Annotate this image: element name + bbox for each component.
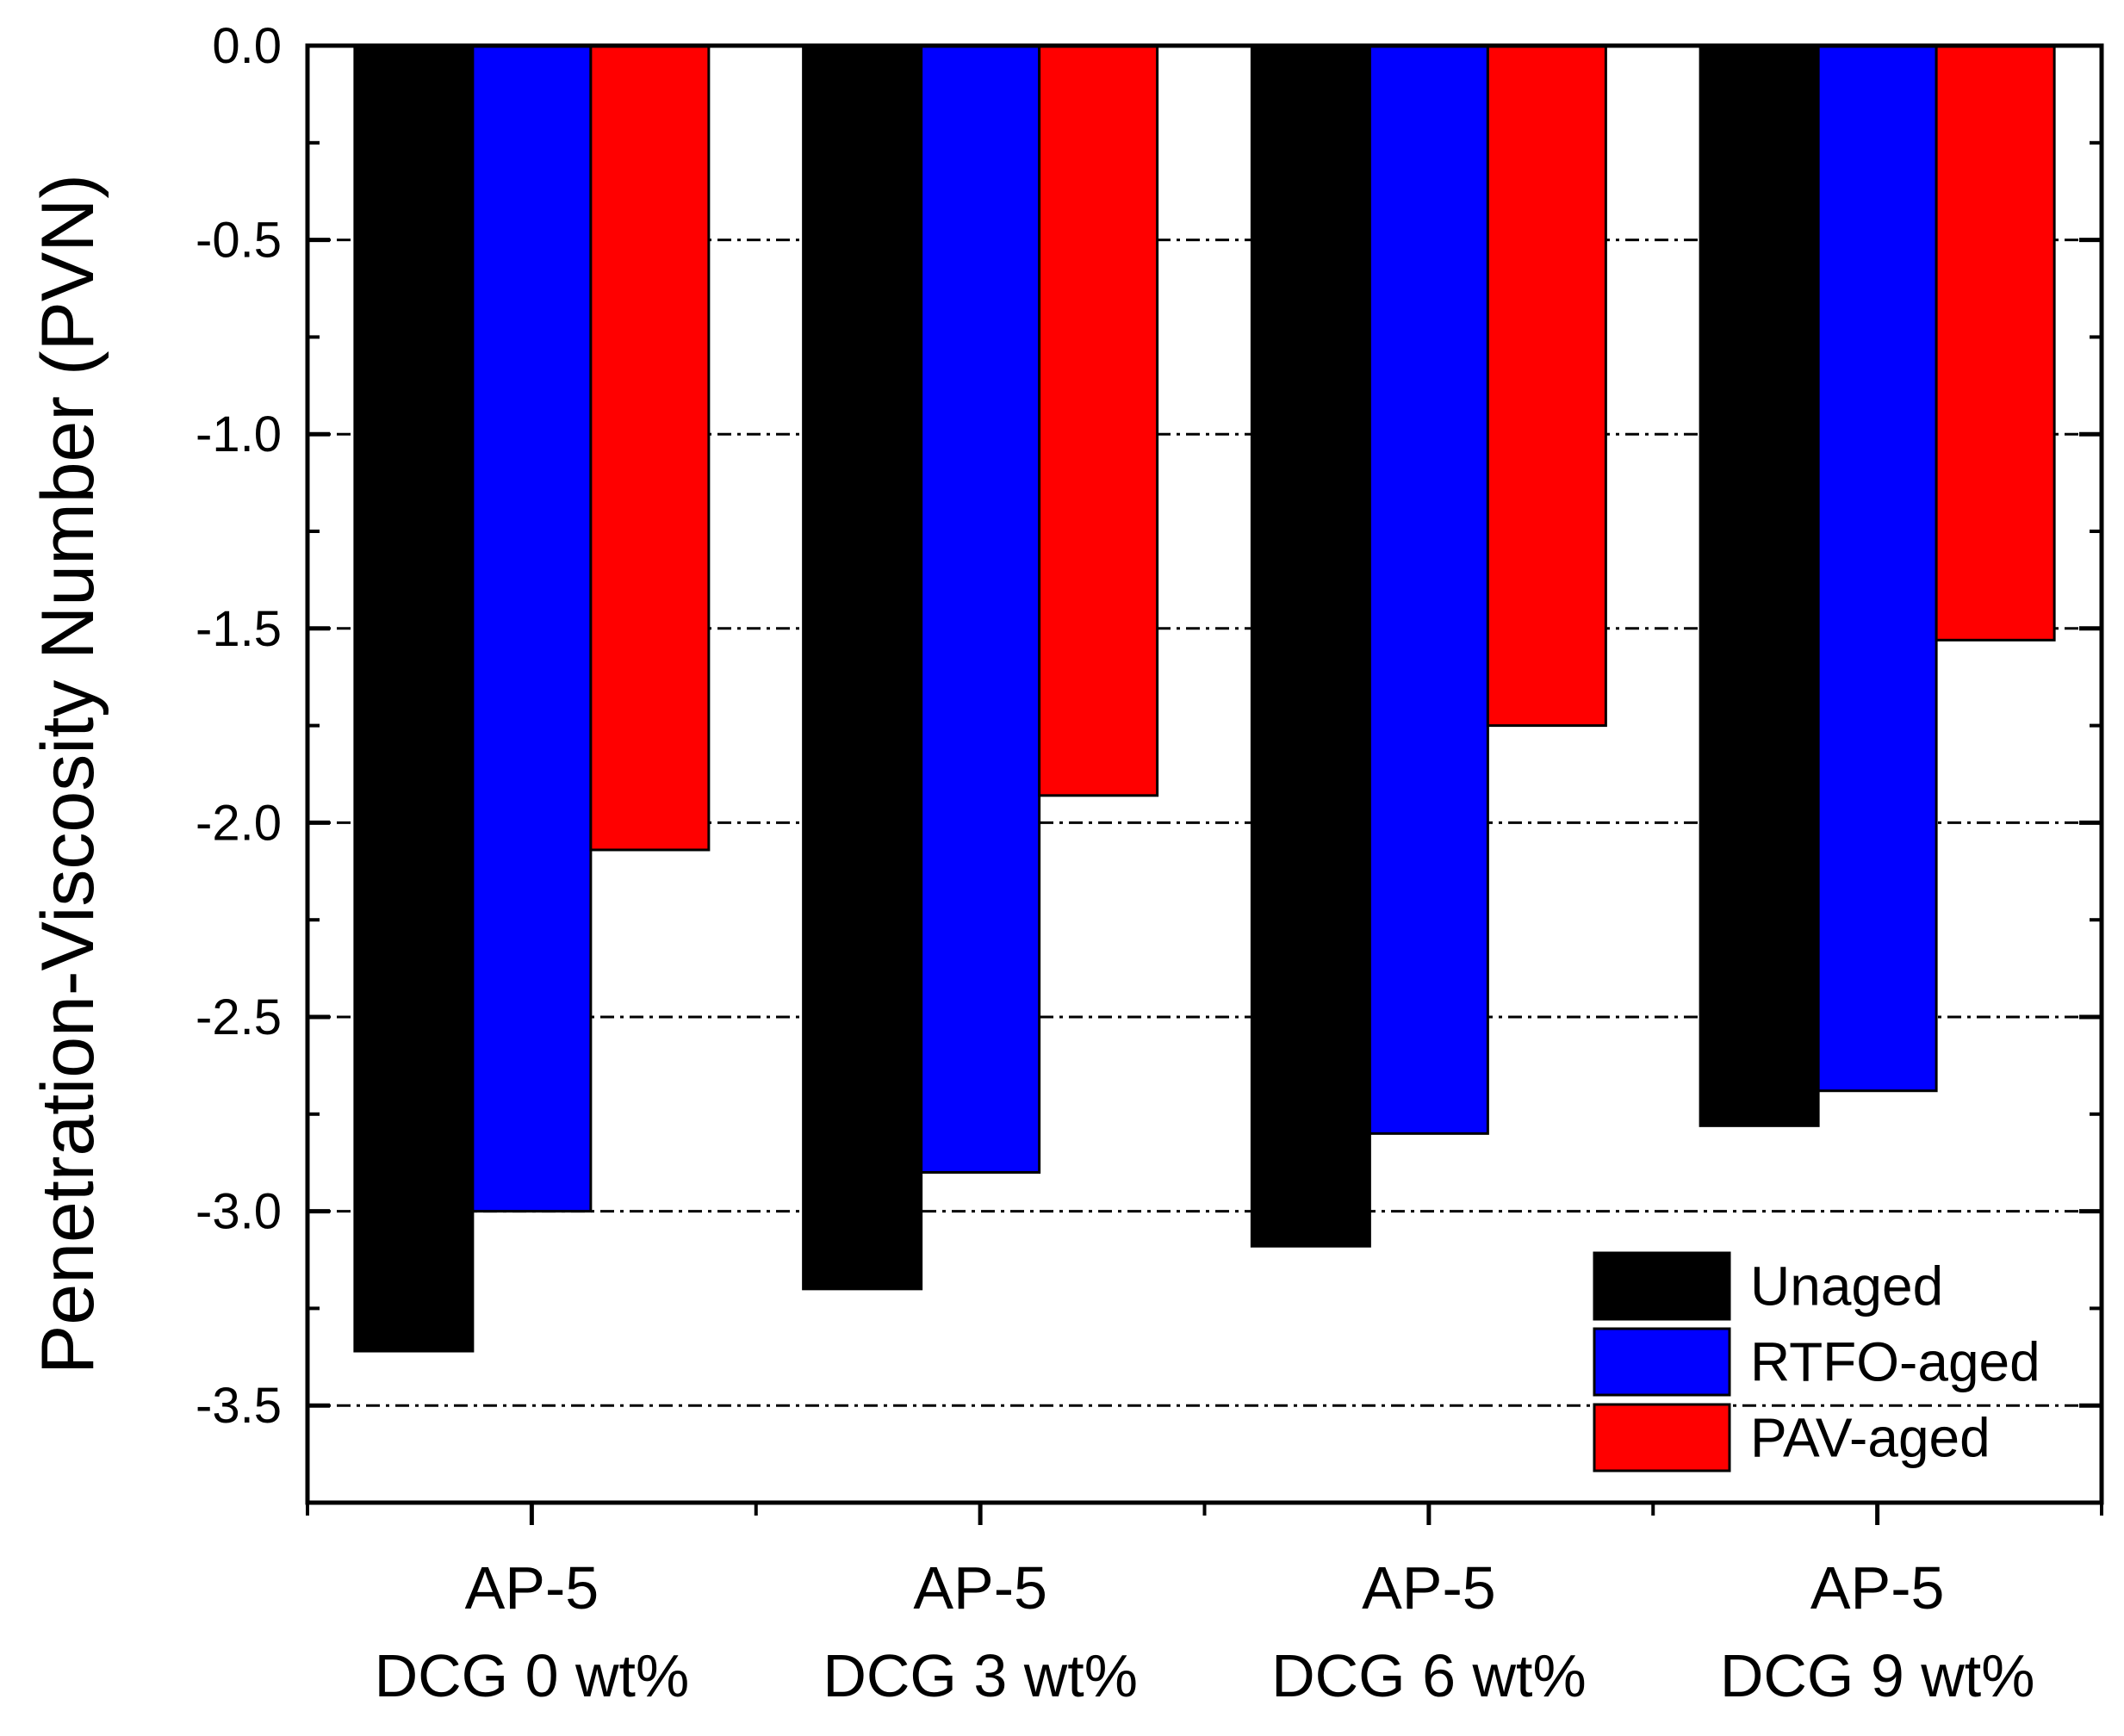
x-category-label-line1: AP-5 — [465, 1554, 599, 1621]
axis-ticks — [306, 43, 2103, 1525]
y-tick-label: -3.5 — [196, 1378, 282, 1434]
legend-swatch-pav-aged — [1593, 1403, 1731, 1472]
bar-rtfo-aged — [1368, 44, 1489, 1135]
legend-label: PAV-aged — [1750, 1407, 1990, 1469]
legend-label: Unaged — [1750, 1256, 1943, 1318]
bar-unaged — [353, 44, 475, 1353]
x-category-label-line2: DCG 9 wt% — [1720, 1642, 2035, 1709]
x-category-label-line1: AP-5 — [1362, 1554, 1496, 1621]
legend-swatch-unaged — [1593, 1251, 1731, 1321]
y-tick-label: -0.5 — [196, 213, 282, 269]
axis-labels: 0.0 -0.5 -1.0 -1.5 -2.0 -2.5 -3.0 -3.5 AP-5 DCG 0… — [196, 18, 2034, 1709]
bar-pav-aged — [1935, 44, 2056, 642]
bar-rtfo-aged — [920, 44, 1041, 1174]
x-category-label-line1: AP-5 — [913, 1554, 1047, 1621]
bar-pav-aged — [589, 44, 711, 852]
y-tick-label: -2.0 — [196, 795, 282, 851]
x-category-label-line2: DCG 0 wt% — [375, 1642, 690, 1709]
x-category-label-line1: AP-5 — [1810, 1554, 1945, 1621]
bar-pav-aged — [1038, 44, 1159, 797]
x-category-label-line2: DCG 6 wt% — [1271, 1642, 1587, 1709]
bar-pav-aged — [1486, 44, 1607, 728]
y-tick-label: 0.0 — [212, 18, 282, 74]
bar-rtfo-aged — [471, 44, 593, 1213]
legend-label: RTFO-aged — [1750, 1331, 2040, 1393]
y-axis-title: Penetration-Viscosity Number (PVN) — [27, 174, 109, 1374]
bar-unaged — [1699, 44, 1820, 1127]
y-tick-label: -1.5 — [196, 601, 282, 657]
y-tick-label: -3.0 — [196, 1184, 282, 1240]
y-tick-label: -1.0 — [196, 406, 282, 462]
legend: Unaged RTFO-aged PAV-aged — [1593, 1251, 2040, 1472]
x-category-label-line2: DCG 3 wt% — [823, 1642, 1138, 1709]
legend-swatch-rtfo-aged — [1593, 1327, 1731, 1397]
bars — [353, 44, 2056, 1353]
bar-unaged — [802, 44, 923, 1291]
bar-rtfo-aged — [1817, 44, 1938, 1093]
bar-unaged — [1250, 44, 1371, 1248]
y-tick-label: -2.5 — [196, 989, 282, 1045]
